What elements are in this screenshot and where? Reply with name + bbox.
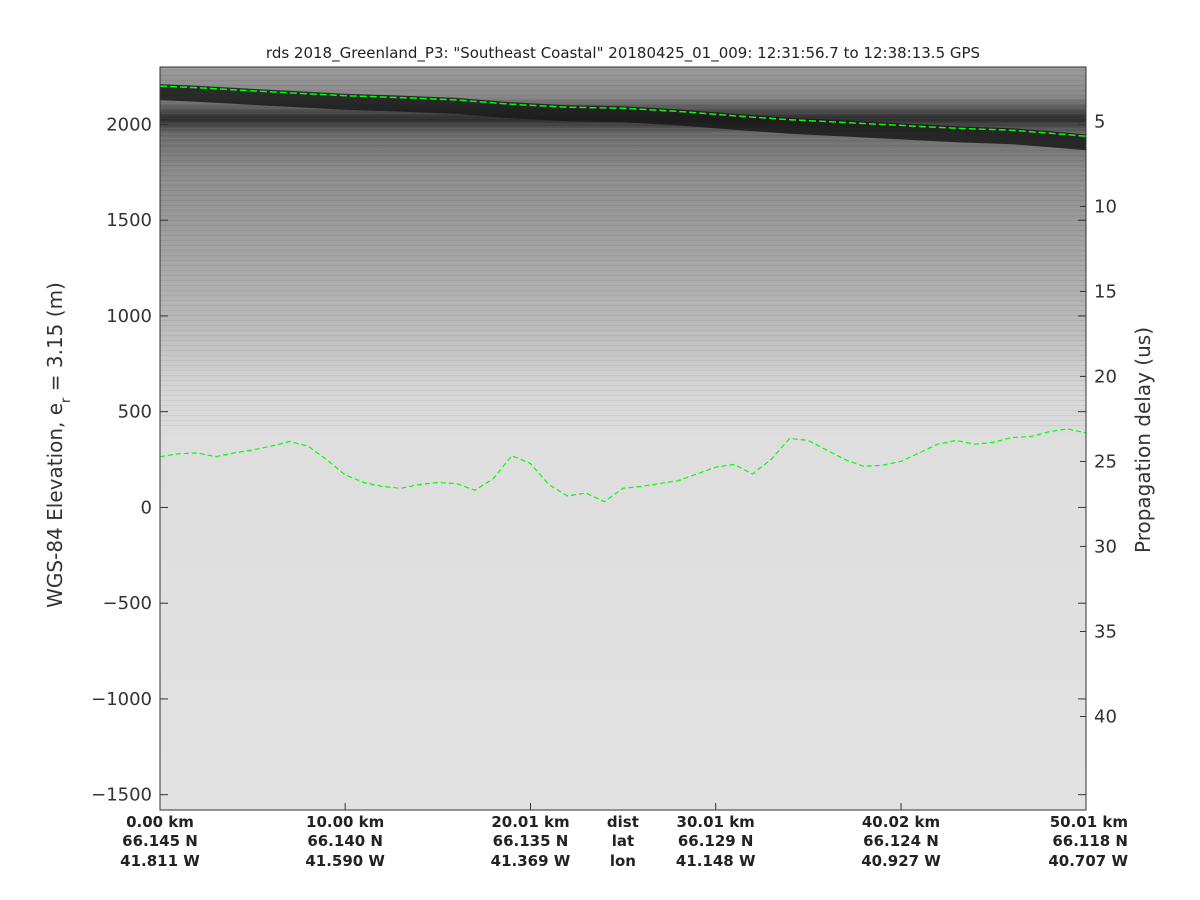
right-tick-label: 40 <box>1094 706 1117 727</box>
x-label-lat: 66.118 N <box>1052 832 1128 850</box>
ice-bottom-layer-line <box>160 428 1086 503</box>
x-label-dist: 20.01 km <box>491 813 569 831</box>
left-tick-label: 1000 <box>106 306 152 327</box>
x-label-lat: 66.129 N <box>678 832 754 850</box>
chart-title: rds 2018_Greenland_P3: "Southeast Coasta… <box>266 44 980 63</box>
x-label-dist: 40.02 km <box>862 813 940 831</box>
x-label-dist: 10.00 km <box>306 813 384 831</box>
right-tick-label: 30 <box>1094 536 1117 557</box>
x-label-lon: 41.148 W <box>676 852 756 870</box>
right-tick-label: 5 <box>1094 111 1105 132</box>
x-label-lon: 40.927 W <box>861 852 941 870</box>
x-label-dist: 30.01 km <box>677 813 755 831</box>
left-tick-label: 0 <box>141 497 152 518</box>
x-label-lat: 66.124 N <box>863 832 939 850</box>
x-label-lat: 66.140 N <box>307 832 383 850</box>
left-tick-label: −1000 <box>91 689 152 710</box>
x-label-lon: 41.811 W <box>120 852 200 870</box>
x-label-dist: 50.01 km <box>1050 813 1128 831</box>
left-tick-label: −500 <box>103 593 152 614</box>
right-tick-label: 20 <box>1094 366 1117 387</box>
x-label-lon: 40.707 W <box>1048 852 1128 870</box>
x-key-dist: dist <box>607 813 639 831</box>
x-label-lon: 41.590 W <box>305 852 385 870</box>
plot-area <box>160 67 1086 810</box>
x-key-lon: lon <box>610 852 636 870</box>
x-key-lat: lat <box>612 832 634 850</box>
right-tick-label: 10 <box>1094 196 1117 217</box>
ice-surface-shadow <box>160 84 1086 151</box>
right-tick-label: 35 <box>1094 621 1117 642</box>
left-axis-label: WGS-84 Elevation, er = 3.15 (m) <box>43 282 74 608</box>
ice-surface-layer-line <box>160 85 1086 138</box>
right-delay-axis: 5 10 15 20 25 30 35 40 <box>1080 111 1117 727</box>
plot-frame <box>159 66 1087 811</box>
left-tick-label: 1500 <box>106 210 152 231</box>
x-label-lat: 66.145 N <box>122 832 198 850</box>
x-label-lat: 66.135 N <box>493 832 569 850</box>
left-elevation-axis: 2000 1500 1000 500 0 −500 −1000 −1500 <box>91 114 1086 806</box>
x-label-dist: 0.00 km <box>126 813 194 831</box>
left-tick-label: 500 <box>118 402 152 423</box>
right-tick-label: 25 <box>1094 451 1117 472</box>
left-tick-label: −1500 <box>91 785 152 806</box>
left-tick-label: 2000 <box>106 114 152 135</box>
right-axis-label: Propagation delay (us) <box>1131 327 1155 553</box>
right-tick-label: 15 <box>1094 281 1117 302</box>
x-label-lon: 41.369 W <box>491 852 571 870</box>
